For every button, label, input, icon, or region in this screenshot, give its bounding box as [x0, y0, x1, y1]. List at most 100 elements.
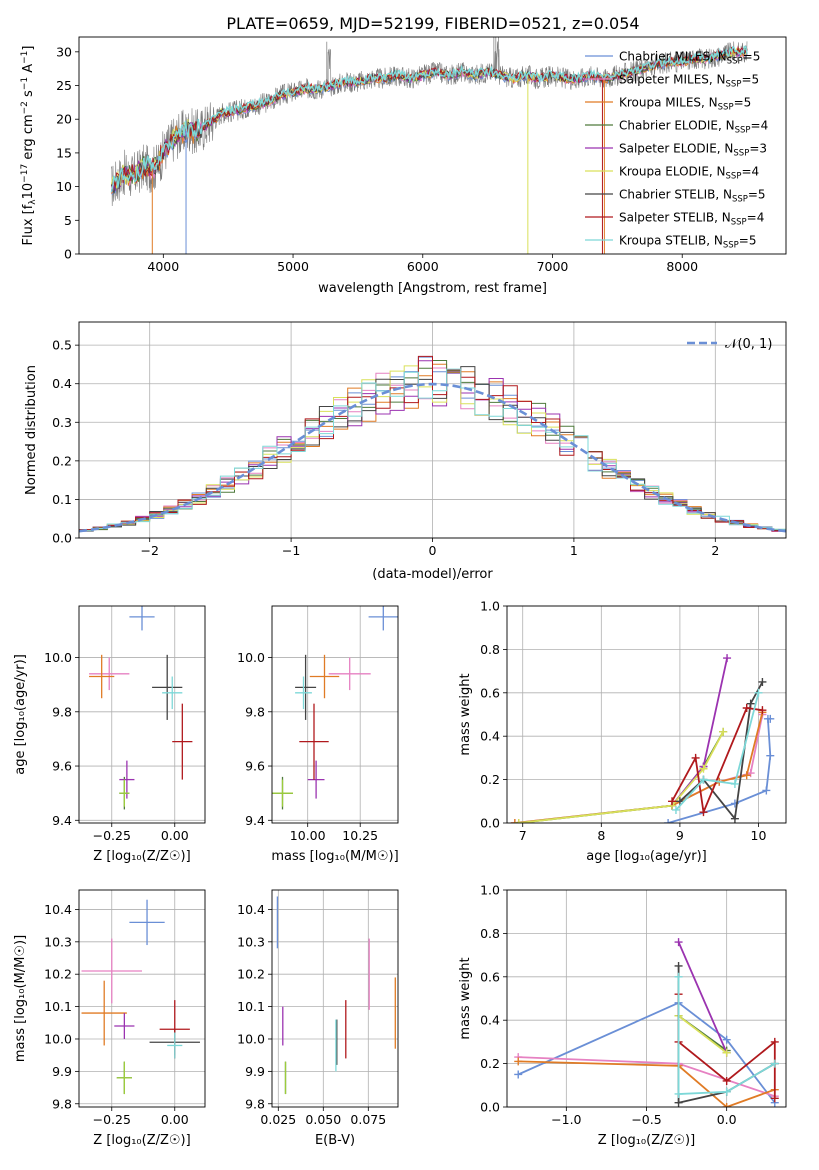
- errorbar-chabrier-miles: [129, 606, 155, 631]
- y-tick-label: 9.8: [52, 704, 72, 719]
- point-marker: [742, 703, 751, 712]
- point-marker: [722, 1035, 731, 1044]
- x-tick-label: −1.0: [551, 1112, 581, 1127]
- point-marker: [766, 714, 775, 723]
- plot-area: [81, 899, 200, 1095]
- point-marker: [668, 797, 677, 806]
- x-tick-label: 8: [597, 828, 605, 843]
- x-tick-label: 0.0: [717, 1112, 737, 1127]
- errorbar-kroupa-elodie: [119, 779, 130, 807]
- x-tick-label: 9: [676, 828, 684, 843]
- point-marker: [699, 764, 708, 773]
- y-tick-label: 25: [56, 78, 72, 93]
- y-tick-label: 0.8: [480, 642, 500, 657]
- axes-frame: [78, 889, 206, 1108]
- errorbar-kroupa-stelib: [295, 676, 312, 710]
- point-marker: [722, 1087, 731, 1096]
- x-tick-label: 6000: [407, 259, 439, 274]
- y-axis-label: Flux [fλ10−17 erg cm−2 s−1 A−1]: [20, 46, 38, 246]
- y-tick-label: 0.6: [480, 685, 500, 700]
- series-line: [518, 1060, 776, 1107]
- y-axis-label: mass weight: [458, 673, 473, 755]
- point-marker: [742, 771, 751, 780]
- errorbar-salpeter-stelib: [299, 703, 329, 780]
- x-tick-label: 7000: [537, 259, 569, 274]
- histogram-salpeter-stelib: [79, 355, 786, 532]
- plot-area: [514, 938, 779, 1107]
- point-marker: [514, 1057, 523, 1066]
- errorbar-chabrier-stelib: [152, 654, 183, 720]
- model-salpeter-stelib: [110, 45, 748, 193]
- y-tick-label: 10: [56, 179, 72, 194]
- point-marker: [754, 688, 763, 697]
- x-tick-label: 2: [711, 543, 719, 558]
- x-tick-label: 0.050: [305, 1112, 341, 1127]
- panel-2: −2 −1 0 1 2 0.0 0.1 0.2 0.3 0.4 0.5 (data-model)/er…: [24, 321, 787, 582]
- x-tick-label: −0.5: [631, 1112, 661, 1127]
- y-tick-label: 10.1: [237, 999, 265, 1014]
- axes-frame: [506, 605, 787, 824]
- point-marker: [730, 779, 739, 788]
- x-tick-label: 0.00: [161, 828, 189, 843]
- y-tick-label: 10.4: [237, 902, 265, 917]
- panel-3: −0.25 0.00 9.4 9.6 9.8 10.0 Z [log₁₀(Z/Z☉)] age…: [13, 605, 206, 864]
- point-marker: [770, 1059, 779, 1068]
- x-tick-label: 0.075: [350, 1112, 386, 1127]
- y-tick-label: 10.2: [44, 967, 72, 982]
- errorbar-salpeter-elodie: [114, 1013, 135, 1039]
- errorbar-kroupa-stelib: [162, 676, 183, 710]
- series-kroupa-stelib: [674, 972, 779, 1098]
- y-tick-label: 0.4: [480, 729, 500, 744]
- y-axis-label: Normed distribution: [24, 365, 39, 495]
- y-tick-label: 10.0: [44, 650, 72, 665]
- legend-label-salpeter-stelib: Salpeter STELIB, NSSP=4: [619, 211, 764, 228]
- series-salpeter-stelib: [668, 703, 767, 817]
- errorbar-kroupa-elodie: [272, 779, 293, 807]
- series-kroupa-elodie: [514, 727, 728, 823]
- point-marker: [510, 819, 519, 823]
- point-marker: [514, 1070, 523, 1079]
- point-marker: [723, 654, 732, 663]
- x-tick-label: 5000: [277, 259, 309, 274]
- model-kroupa-elodie: [110, 47, 748, 189]
- x-tick-label: 7: [519, 828, 527, 843]
- legend-label-kroupa-stelib: Kroupa STELIB, NSSP=5: [619, 234, 757, 251]
- errorbar-kroupa-miles: [309, 654, 340, 699]
- y-tick-label: 0.3: [52, 415, 72, 430]
- x-axis-label: E(B-V): [315, 1133, 355, 1148]
- legend-label-chabrier-stelib: Chabrier STELIB, NSSP=5: [619, 188, 766, 205]
- x-tick-label: 0.00: [161, 1112, 189, 1127]
- plot-area: [276, 896, 396, 1095]
- axes-frame: [506, 889, 787, 1108]
- legend-label-chabrier-elodie: Chabrier ELODIE, NSSP=4: [619, 119, 768, 136]
- y-tick-label: 0.0: [480, 1100, 500, 1115]
- panel-4: 10.00 10.25 9.4 9.6 9.8 10.0 mass [log₁₀(M/M☉)…: [237, 605, 399, 864]
- y-tick-label: 0.4: [480, 1013, 500, 1028]
- x-tick-label: 0: [429, 543, 437, 558]
- point-marker: [671, 805, 680, 814]
- x-axis-label: Z [log₁₀(Z/Z☉)]: [598, 1133, 695, 1148]
- point-marker: [675, 797, 684, 806]
- errorbar-kroupa-miles: [81, 980, 127, 1046]
- x-tick-label: −2: [140, 543, 158, 558]
- point-marker: [722, 1076, 731, 1085]
- y-tick-label: 0.0: [52, 531, 72, 546]
- series-line: [677, 976, 776, 1095]
- x-tick-label: 10.00: [290, 828, 326, 843]
- errorbar-kroupa-stelib: [167, 1032, 183, 1059]
- y-axis-label: mass [log₁₀(M/M☉)]: [13, 935, 28, 1062]
- plot-area: [110, 37, 748, 254]
- y-tick-label: 10.0: [237, 650, 265, 665]
- series-chabrier-miles: [664, 714, 775, 823]
- point-marker: [758, 677, 767, 686]
- y-tick-label: 9.6: [52, 759, 72, 774]
- legend: Chabrier MILES, NSSP=5 Salpeter MILES, NS…: [585, 50, 768, 251]
- y-tick-label: 9.4: [52, 813, 72, 828]
- point-marker: [664, 819, 673, 823]
- axes-frame: [78, 36, 787, 255]
- panel-6: −0.25 0.00 9.8 9.9 10.0 10.1 10.2 10.3 10.4 Z [lo…: [13, 889, 206, 1148]
- axes-frame: [78, 321, 787, 539]
- legend-label-kroupa-elodie: Kroupa ELODIE, NSSP=4: [619, 165, 759, 182]
- errorbar-chabrier-miles: [368, 606, 398, 631]
